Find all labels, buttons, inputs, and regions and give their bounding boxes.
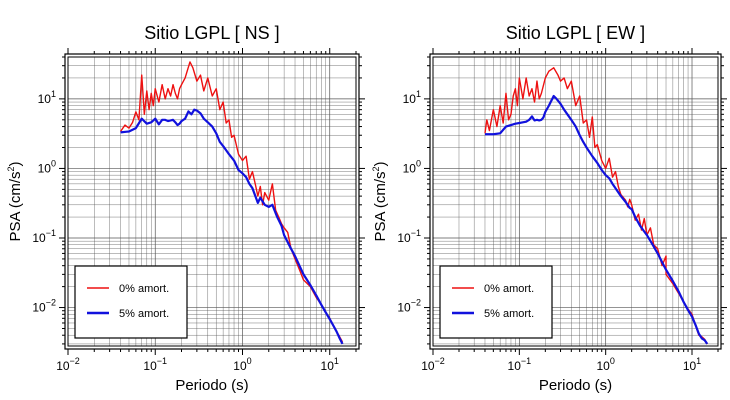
x-tick-label: 101 [321,356,339,373]
y-tick-label: 10−1 [397,228,421,245]
legend-label: 5% amort. [484,308,534,320]
y-tick-label: 10−1 [32,228,56,245]
legend: 0% amort. 5% amort. [74,265,188,339]
x-tick-label: 10−1 [508,356,532,373]
series-line-damped [120,108,344,345]
x-axis-label: Periodo (s) [539,377,612,394]
series-line-undamped [119,61,344,343]
y-tick-label: 10−2 [397,298,421,315]
y-axis-label: PSA (cm/s2) [6,161,24,241]
legend-label: 0% amort. [484,283,534,295]
chart-title: Sitio LGPL [ NS ] [144,23,279,43]
legend-label: 0% amort. [119,283,169,295]
chart-panel-1: 10−2 10−1 100 101 10−2 10−1 100 101 Sitio LGPL [… [371,23,727,394]
x-tick-label: 10−1 [143,356,167,373]
legend-box [74,265,188,339]
y-tick-label: 101 [38,89,56,106]
y-tick-label: 100 [38,158,56,175]
plot-frame [432,56,719,347]
chart-title: Sitio LGPL [ EW ] [506,23,645,43]
legend: 0% amort. 5% amort. [439,265,553,339]
y-tick-label: 10−2 [32,298,56,315]
plot-frame-outer [429,53,722,350]
y-tick-label: 100 [403,158,421,175]
y-axis-label: PSA (cm/s2) [371,161,389,241]
series-line-damped [484,94,709,345]
x-tick-label: 101 [683,356,701,373]
plot-frame-outer [64,53,360,350]
y-tick-label: 101 [403,89,421,106]
x-tick-label: 10−2 [421,356,445,373]
legend-box [439,265,553,339]
x-tick-label: 100 [596,356,614,373]
x-tick-label: 10−2 [56,356,80,373]
x-tick-label: 100 [233,356,251,373]
x-axis-label: Periodo (s) [175,377,248,394]
chart-panel-0: 10−2 10−1 100 101 10−2 10−1 100 101 Sitio LGPL [… [6,23,365,394]
series-line-undamped [484,67,708,345]
legend-label: 5% amort. [119,308,169,320]
plot-frame [67,56,357,347]
